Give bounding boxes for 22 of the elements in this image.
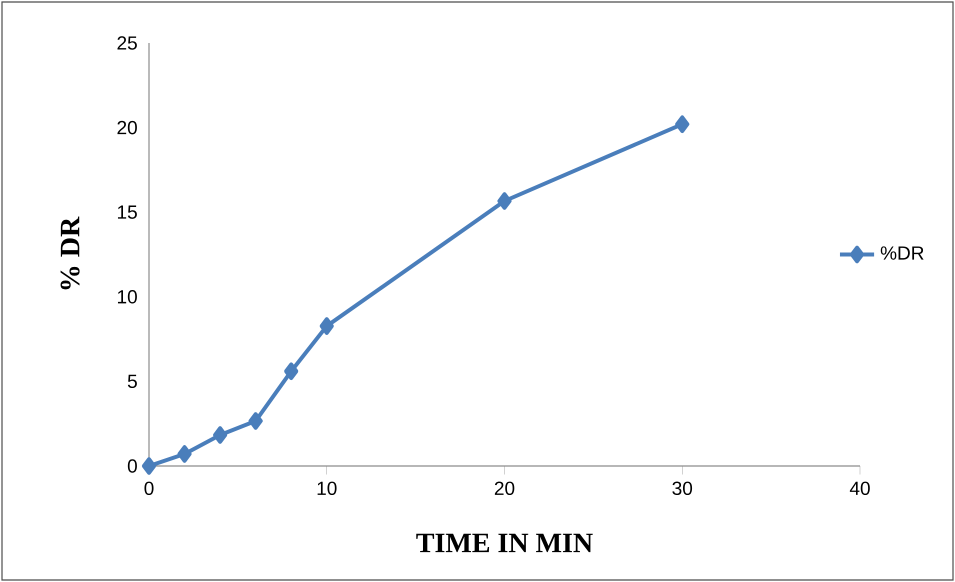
x-tick-label: 30 xyxy=(672,482,692,496)
y-tick-label: 10 xyxy=(118,290,137,304)
y-tick-label: 25 xyxy=(117,36,137,50)
point xyxy=(248,412,263,430)
y-tick-label: 15 xyxy=(118,206,137,219)
x-axis-title: TIME IN MIN xyxy=(416,534,593,552)
legend-label: %DR xyxy=(880,246,924,260)
x-tick-label: 20 xyxy=(494,482,514,496)
point xyxy=(142,457,156,475)
x-tick-label: 40 xyxy=(850,482,870,496)
y-tick-label: 20 xyxy=(117,120,137,134)
y-tick-label: 5 xyxy=(128,374,137,388)
point xyxy=(497,192,512,210)
point xyxy=(675,115,690,134)
y-tick-label: 0 xyxy=(128,459,137,473)
x-tick-label: 10 xyxy=(318,482,337,496)
y-axis-title: % DR xyxy=(60,216,80,290)
point xyxy=(320,317,334,335)
x-tick-label: 0 xyxy=(144,482,154,496)
point xyxy=(284,362,298,380)
point xyxy=(177,445,192,463)
point xyxy=(213,426,228,444)
